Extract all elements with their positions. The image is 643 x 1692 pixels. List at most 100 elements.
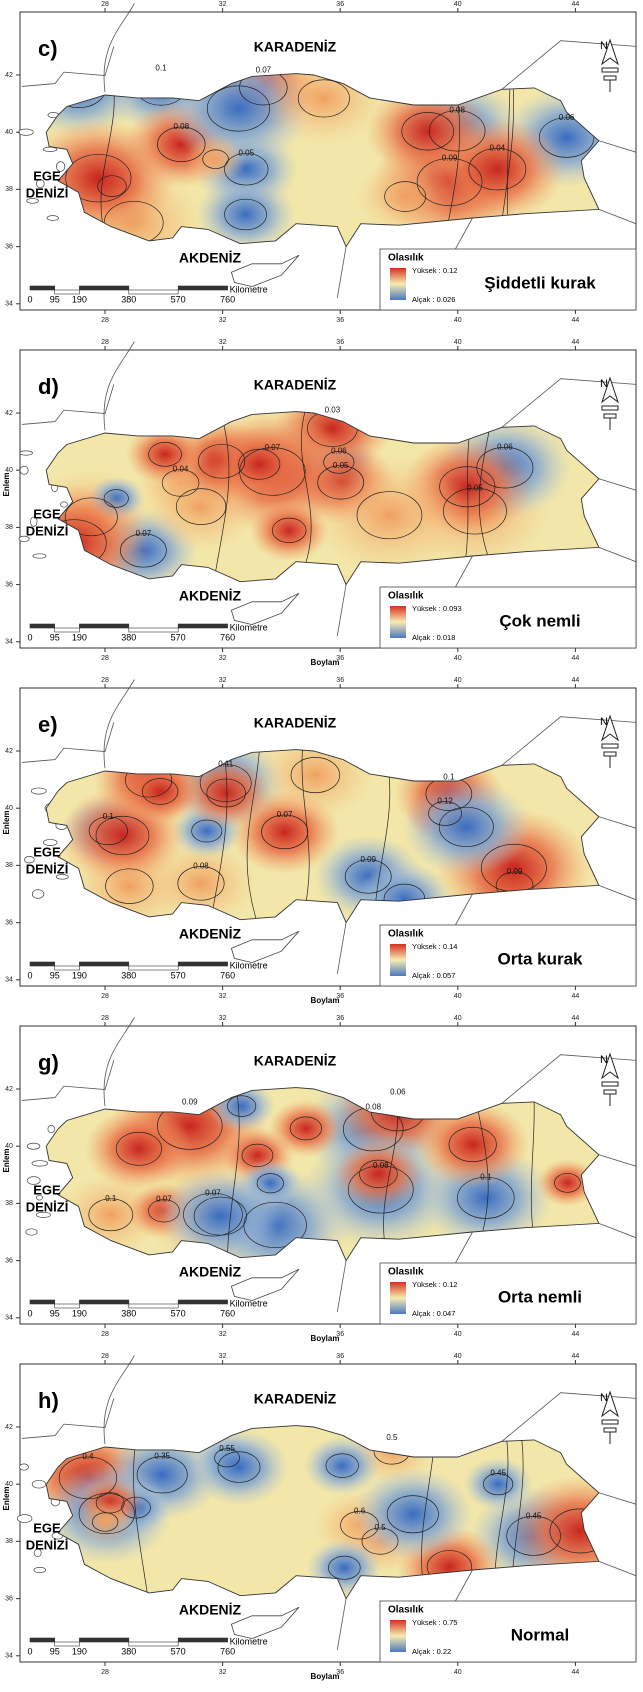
- scale-label: 760: [220, 1308, 235, 1318]
- x-tick-label: 40: [454, 655, 462, 662]
- x-axis-title: Boylam: [311, 658, 340, 667]
- x-tick-label: 44: [572, 339, 580, 346]
- scale-label: 95: [50, 294, 60, 304]
- sea-label: DENİZİ: [26, 1199, 69, 1214]
- scale-unit: Kilometre: [230, 960, 268, 970]
- sea-label: DENİZİ: [26, 523, 69, 538]
- panel-title: Şiddetli kurak: [484, 273, 596, 292]
- sea-label: DENİZİ: [26, 861, 69, 876]
- x-tick-label: 28: [101, 1, 109, 8]
- legend-high: Yüksek : 0.093: [412, 604, 462, 613]
- scale-label: 380: [121, 1308, 136, 1318]
- scale-label: 190: [72, 294, 87, 304]
- island: [19, 129, 34, 135]
- x-tick-label: 44: [572, 677, 580, 684]
- island: [26, 1229, 37, 1235]
- x-tick-label: 36: [336, 317, 344, 324]
- sea-label: AKDENİZ: [179, 588, 242, 604]
- legend-high: Yüksek : 0.12: [412, 266, 457, 275]
- contour-label: 0.45: [490, 1469, 506, 1478]
- x-tick-label: 28: [101, 1015, 109, 1022]
- scale-label: 95: [50, 632, 60, 642]
- legend-title: Olasılık: [388, 253, 424, 264]
- x-tick-label: 32: [219, 993, 227, 1000]
- x-tick-label: 40: [454, 677, 462, 684]
- x-tick-label: 32: [219, 1, 227, 8]
- island: [32, 890, 44, 899]
- x-tick-label: 40: [454, 1669, 462, 1676]
- contour-label: 0.07: [156, 1195, 172, 1204]
- y-tick-label: 34: [5, 639, 13, 646]
- legend-title: Olasılık: [388, 1605, 424, 1616]
- legend-high: Yüksek : 0.14: [412, 942, 457, 951]
- legend-ramp: [390, 944, 406, 976]
- scale-unit: Kilometre: [230, 1298, 268, 1308]
- scale-label: 95: [50, 1308, 60, 1318]
- x-tick-label: 36: [336, 677, 344, 684]
- y-axis-title: Enlem: [2, 810, 11, 834]
- map-panel: 0.070.080.060.10.090.050.040.08282832323…: [5, 1, 636, 324]
- x-tick-label: 40: [454, 1, 462, 8]
- x-tick-label: 44: [572, 993, 580, 1000]
- x-tick-label: 44: [572, 317, 580, 324]
- scale-label: 0: [27, 1646, 32, 1656]
- scale-label: 0: [27, 294, 32, 304]
- y-tick-label: 36: [5, 243, 13, 250]
- panel-title: Orta nemli: [498, 1287, 582, 1306]
- legend-low: Alçak : 0.047: [412, 1309, 455, 1318]
- island: [32, 1480, 45, 1488]
- x-tick-label: 28: [101, 317, 109, 324]
- y-tick-label: 36: [5, 1257, 13, 1264]
- legend-ramp: [390, 268, 406, 300]
- contour-label: 0.05: [238, 148, 254, 157]
- sea-label: EGE: [33, 844, 61, 859]
- x-tick-label: 40: [454, 1331, 462, 1338]
- x-tick-label: 32: [219, 1669, 227, 1676]
- contour-label: 0.06: [497, 442, 513, 451]
- contour-label: 0.35: [154, 1452, 170, 1461]
- scale-label: 190: [72, 970, 87, 980]
- scale-label: 380: [121, 632, 136, 642]
- contour-label: 0.07: [256, 65, 272, 74]
- x-tick-label: 32: [219, 677, 227, 684]
- y-tick-label: 38: [5, 862, 13, 869]
- y-tick-label: 38: [5, 524, 13, 531]
- scale-label: 190: [72, 1308, 87, 1318]
- scale-segment: [178, 286, 227, 290]
- scale-label: 570: [171, 632, 186, 642]
- legend-low: Alçak : 0.018: [412, 633, 455, 642]
- x-tick-label: 28: [101, 677, 109, 684]
- y-tick-label: 42: [5, 1424, 13, 1431]
- y-axis-title: Enlem: [2, 1486, 11, 1510]
- legend-low: Alçak : 0.057: [412, 971, 455, 980]
- legend-title: Olasılık: [388, 929, 424, 940]
- sea-label: KARADENİZ: [254, 377, 337, 393]
- x-tick-label: 28: [101, 339, 109, 346]
- scale-label: 95: [50, 970, 60, 980]
- x-tick-label: 44: [572, 1, 580, 8]
- legend-title: Olasılık: [388, 591, 424, 602]
- sea-label: EGE: [33, 1182, 61, 1197]
- panel-label: g): [38, 1050, 59, 1075]
- island: [47, 216, 59, 221]
- x-tick-label: 32: [219, 317, 227, 324]
- north-label: N: [600, 378, 608, 390]
- x-tick-label: 28: [101, 655, 109, 662]
- scale-segment: [30, 624, 55, 628]
- x-tick-label: 44: [572, 1353, 580, 1360]
- island: [20, 466, 28, 474]
- island: [27, 1143, 40, 1149]
- legend-ramp: [390, 1282, 406, 1314]
- contour-label: 0.05: [467, 483, 483, 492]
- x-tick-label: 40: [454, 993, 462, 1000]
- x-tick-label: 32: [219, 1015, 227, 1022]
- legend-low: Alçak : 0.22: [412, 1647, 451, 1656]
- probability-blob: [313, 456, 467, 574]
- x-tick-label: 44: [572, 1331, 580, 1338]
- y-tick-label: 42: [5, 72, 13, 79]
- sea-label: AKDENİZ: [179, 1264, 242, 1280]
- island: [20, 1464, 29, 1470]
- island: [34, 1567, 46, 1573]
- north-label: N: [600, 716, 608, 728]
- island: [33, 554, 46, 558]
